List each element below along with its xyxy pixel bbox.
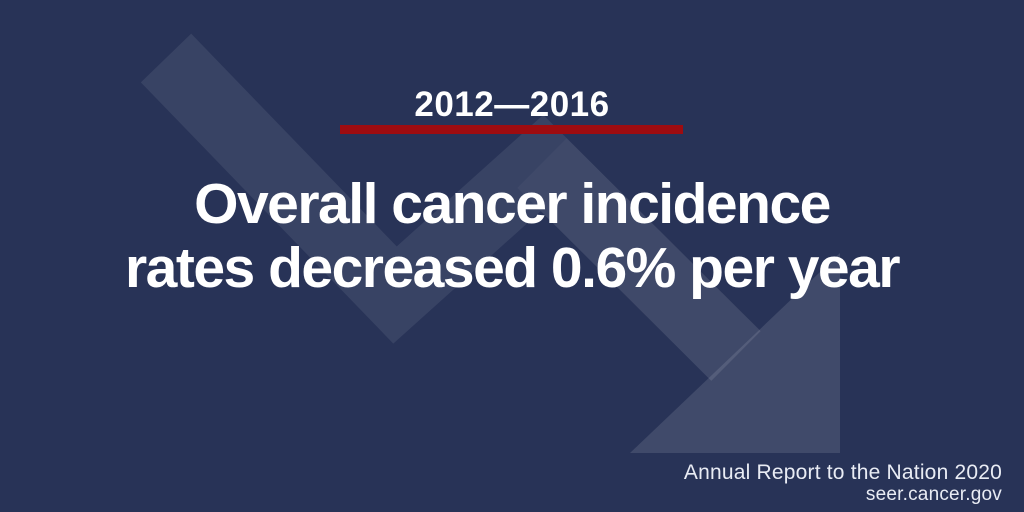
footer: Annual Report to the Nation 2020 seer.ca…	[684, 461, 1002, 505]
period-label: 2012—2016	[414, 85, 610, 124]
headline-line-2: rates decreased 0.6% per year	[124, 236, 901, 300]
website-url: seer.cancer.gov	[865, 484, 1002, 505]
red-divider-line	[340, 125, 683, 134]
headline-line-1: Overall cancer incidence	[194, 172, 831, 236]
report-title: Annual Report to the Nation 2020	[683, 461, 1002, 484]
headline: Overall cancer incidence rates decreased…	[0, 172, 1024, 300]
